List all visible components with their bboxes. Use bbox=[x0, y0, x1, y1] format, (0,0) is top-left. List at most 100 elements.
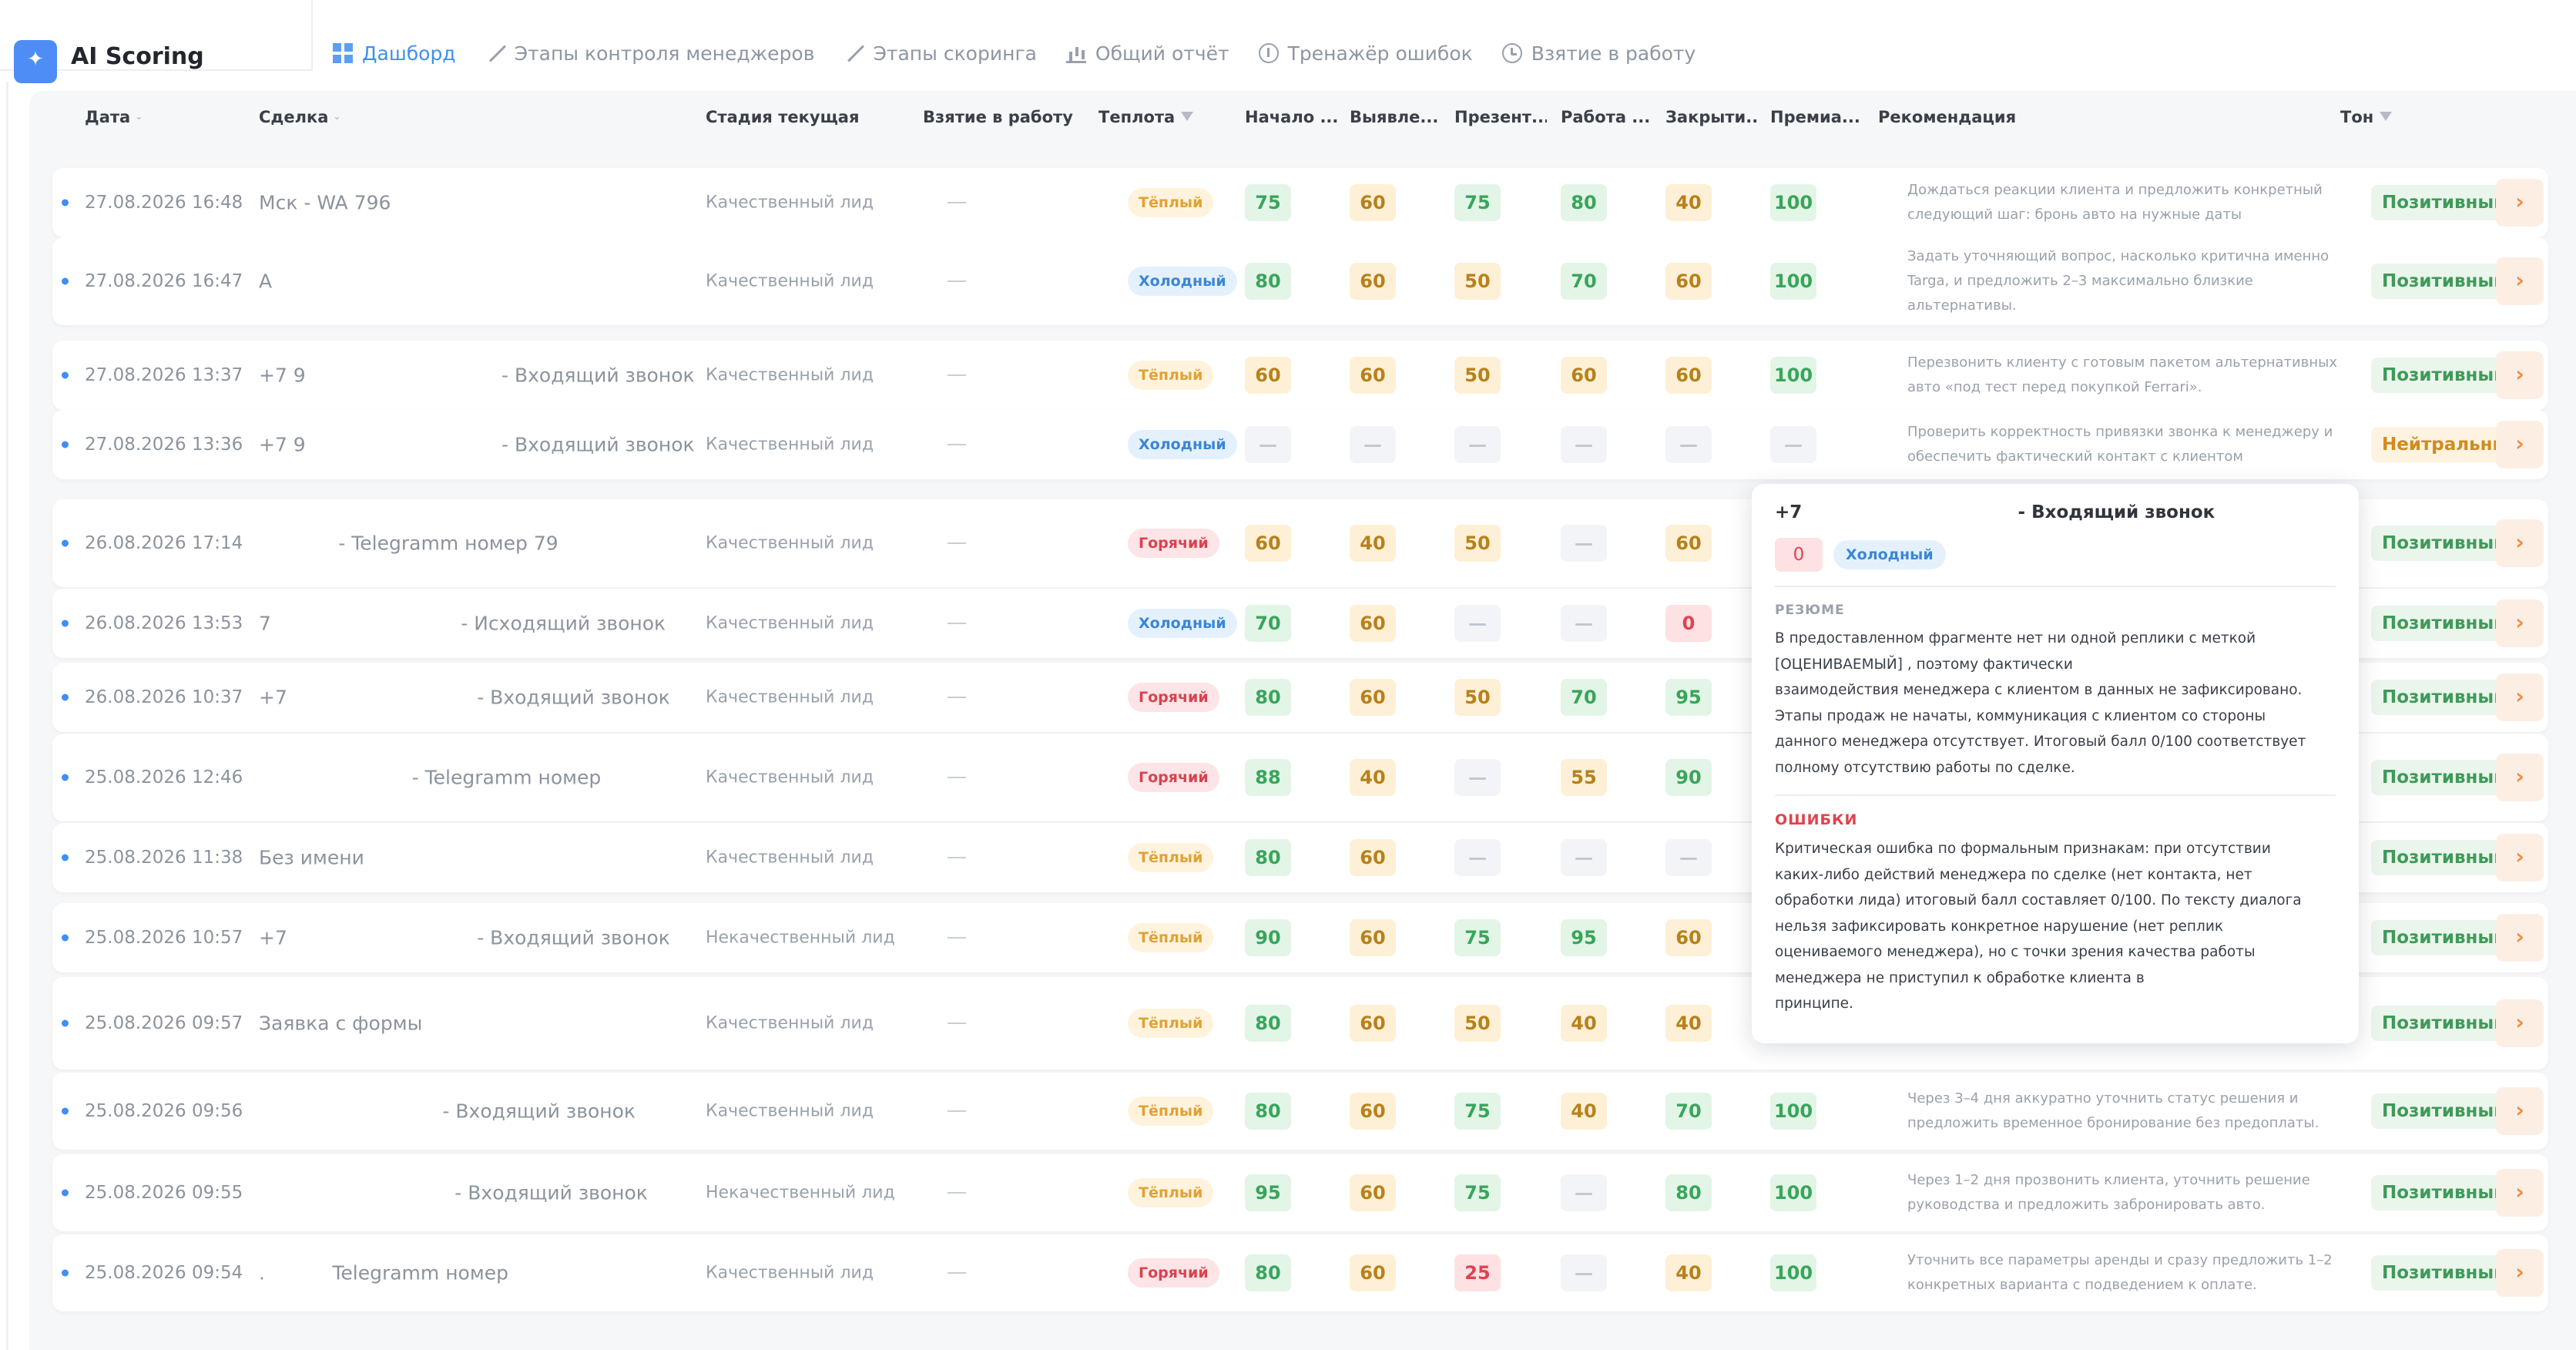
row-score-2: 60 bbox=[1350, 357, 1396, 394]
filter-icon[interactable] bbox=[1181, 112, 1194, 121]
row-open-chevron-right-icon[interactable]: › bbox=[2496, 1087, 2544, 1135]
row-stage: Качественный лид bbox=[706, 767, 874, 788]
row-status-dot bbox=[62, 371, 69, 379]
row-stage: Качественный лид bbox=[706, 271, 874, 291]
row-heat-badge: Горячий bbox=[1128, 529, 1219, 558]
row-deal-name[interactable]: +7 9 - Входящий звонок bbox=[259, 433, 695, 456]
nav-tab-dashboard[interactable]: Дашборд bbox=[333, 42, 456, 65]
nav-label: Этапы контроля менеджеров bbox=[514, 42, 815, 65]
row-heat-badge: Тёплый bbox=[1128, 1009, 1214, 1038]
sidebar-edge bbox=[6, 82, 8, 1350]
table-row[interactable]: 27.08.2026 13:36 +7 9 - Входящий звонок Ка… bbox=[52, 410, 2548, 479]
row-take-to-work bbox=[948, 1192, 966, 1194]
row-tone-badge: Позитивный bbox=[2371, 1006, 2517, 1041]
bar-chart-icon bbox=[1065, 43, 1086, 63]
table-row[interactable]: 27.08.2026 16:47 А Качественный лид Холодны… bbox=[52, 237, 2548, 325]
col-score-1[interactable]: Начало ... bbox=[1245, 108, 1337, 126]
row-score-1: 75 bbox=[1245, 184, 1291, 221]
row-open-chevron-right-icon[interactable]: › bbox=[2496, 519, 2544, 567]
row-score-3: 50 bbox=[1454, 263, 1501, 300]
filter-icon[interactable] bbox=[2380, 112, 2393, 121]
row-deal-name[interactable]: +7 - Входящий звонок bbox=[259, 686, 670, 709]
row-score-4: 60 bbox=[1561, 357, 1607, 394]
col-heat[interactable]: Теплота bbox=[1098, 108, 1194, 126]
row-deal-name[interactable]: Заявка с формы bbox=[259, 1012, 423, 1035]
table-row[interactable]: 25.08.2026 09:56 - Входящий звонок Качест… bbox=[52, 1073, 2548, 1150]
col-stage[interactable]: Стадия текущая bbox=[706, 108, 860, 126]
row-score-3: — bbox=[1454, 605, 1501, 642]
nav-label: Дашборд bbox=[362, 42, 456, 65]
row-open-chevron-right-icon[interactable]: › bbox=[2496, 834, 2544, 882]
row-take-to-work bbox=[948, 444, 966, 445]
col-score-2[interactable]: Выявле... bbox=[1350, 108, 1439, 126]
row-open-chevron-right-icon[interactable]: › bbox=[2496, 673, 2544, 721]
table-row[interactable]: 27.08.2026 16:48 Мск - WA 796 Качественный… bbox=[52, 168, 2548, 237]
nav-label: Этапы скоринга bbox=[873, 42, 1037, 65]
col-score-3[interactable]: Презент... bbox=[1454, 108, 1547, 126]
row-deal-name[interactable]: Без имени bbox=[259, 846, 364, 869]
row-open-chevron-right-icon[interactable]: › bbox=[2496, 179, 2544, 227]
table-row[interactable]: 27.08.2026 13:37 +7 9 - Входящий звонок Ка… bbox=[52, 341, 2548, 410]
col-date[interactable]: Дата ⌄ bbox=[85, 108, 143, 126]
col-deal[interactable]: Сделка ⌄ bbox=[259, 108, 341, 126]
table-row[interactable]: 25.08.2026 09:54 . Telegramm номер Качеств… bbox=[52, 1234, 2548, 1311]
row-open-chevron-right-icon[interactable]: › bbox=[2496, 999, 2544, 1047]
row-heat-badge: Тёплый bbox=[1128, 923, 1214, 952]
row-take-to-work bbox=[948, 1110, 966, 1112]
row-score-4: 40 bbox=[1561, 1005, 1607, 1042]
row-open-chevron-right-icon[interactable]: › bbox=[2496, 1169, 2544, 1217]
info-icon bbox=[1258, 43, 1279, 63]
row-status-dot bbox=[62, 1019, 69, 1027]
col-take[interactable]: Взятие в работу bbox=[923, 108, 1073, 126]
row-heat-badge: Горячий bbox=[1128, 763, 1219, 792]
popover-badges: 0 Холодный bbox=[1775, 538, 2336, 572]
row-open-chevron-right-icon[interactable]: › bbox=[2496, 914, 2544, 962]
nav-tab-take-to-work[interactable]: Взятие в работу bbox=[1501, 42, 1696, 65]
row-take-to-work bbox=[948, 374, 966, 376]
row-open-chevron-right-icon[interactable]: › bbox=[2496, 421, 2544, 468]
nav-tab-error-trainer[interactable]: Тренажёр ошибок bbox=[1258, 42, 1473, 65]
row-open-chevron-right-icon[interactable]: › bbox=[2496, 599, 2544, 647]
row-take-to-work bbox=[948, 1272, 966, 1274]
row-score-3: — bbox=[1454, 839, 1501, 876]
row-deal-name[interactable]: - Входящий звонок bbox=[259, 1181, 648, 1204]
row-status-dot bbox=[62, 1189, 69, 1197]
nav-tab-general-report[interactable]: Общий отчёт bbox=[1065, 42, 1229, 65]
row-deal-name[interactable]: . Telegramm номер bbox=[259, 1261, 508, 1285]
row-open-chevron-right-icon[interactable]: › bbox=[2496, 754, 2544, 801]
col-tone[interactable]: Тон bbox=[2340, 108, 2393, 126]
row-deal-name[interactable]: А bbox=[259, 270, 273, 293]
row-score-4: — bbox=[1561, 1254, 1607, 1291]
row-open-chevron-right-icon[interactable]: › bbox=[2496, 257, 2544, 305]
col-score-4[interactable]: Работа ... bbox=[1561, 108, 1651, 126]
row-score-5: 40 bbox=[1665, 1254, 1712, 1291]
nav-tab-manager-control[interactable]: Этапы контроля менеджеров bbox=[485, 42, 815, 65]
nav-tab-scoring-stages[interactable]: Этапы скоринга bbox=[844, 42, 1036, 65]
row-open-chevron-right-icon[interactable]: › bbox=[2496, 1249, 2544, 1297]
table-header: Дата ⌄ Сделка ⌄ Стадия текущая Взятие в ра… bbox=[29, 108, 2576, 139]
row-status-dot bbox=[62, 277, 69, 285]
col-score-5[interactable]: Закрыти... bbox=[1665, 108, 1758, 126]
app-logo-icon[interactable]: ✦ bbox=[14, 40, 57, 83]
row-deal-name[interactable]: Мск - WA 796 bbox=[259, 191, 391, 214]
row-deal-name[interactable]: +7 9 - Входящий звонок bbox=[259, 364, 695, 387]
row-deal-name[interactable]: - Входящий звонок bbox=[259, 1100, 636, 1123]
row-score-1: 95 bbox=[1245, 1174, 1291, 1211]
row-score-2: 60 bbox=[1350, 1005, 1396, 1042]
row-stage: Качественный лид bbox=[706, 533, 874, 553]
row-score-6: 100 bbox=[1770, 1254, 1816, 1291]
sort-icon[interactable]: ⌄ bbox=[135, 111, 143, 122]
row-status-dot bbox=[62, 1107, 69, 1115]
row-deal-name[interactable]: 7 - Исходящий звонок bbox=[259, 612, 666, 635]
col-recommendation[interactable]: Рекомендация bbox=[1878, 108, 2017, 126]
row-recommendation: Задать уточняющий вопрос, насколько крит… bbox=[1907, 248, 2329, 314]
row-open-chevron-right-icon[interactable]: › bbox=[2496, 351, 2544, 399]
row-heat-badge: Холодный bbox=[1128, 609, 1237, 638]
row-deal-name[interactable]: - Telegramm номер 79 bbox=[259, 532, 558, 555]
row-score-1: 60 bbox=[1245, 357, 1291, 394]
sort-icon[interactable]: ⌄ bbox=[333, 111, 341, 122]
row-deal-name[interactable]: +7 - Входящий звонок bbox=[259, 926, 670, 949]
col-score-6[interactable]: Премиа... bbox=[1770, 108, 1860, 126]
table-row[interactable]: 25.08.2026 09:55 - Входящий звонок Некаче… bbox=[52, 1154, 2548, 1231]
row-deal-name[interactable]: - Telegramm номер bbox=[259, 766, 602, 789]
